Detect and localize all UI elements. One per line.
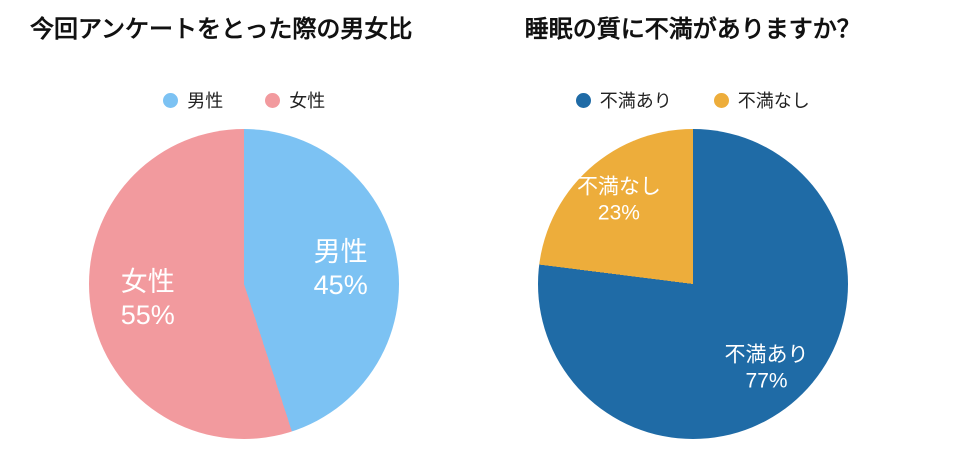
legend: 不満あり 不満なし <box>469 87 918 113</box>
slice-label-value: 23% <box>597 201 640 225</box>
pie-chart-gender-ratio: 今回アンケートをとった際の男女比 男性 女性 男性 45% 女性 55% <box>0 0 469 469</box>
slice-label-name: 不満なし <box>576 175 661 199</box>
legend-label: 不満あり <box>599 91 672 112</box>
slice-label: 不満あり 77% <box>725 342 809 393</box>
pie-wrap: 不満あり 77% 不満なし 23% <box>537 129 848 440</box>
chart-title: 睡眠の質に不満がありますか？ <box>524 16 861 43</box>
legend: 男性 女性 <box>20 87 469 113</box>
legend-item: 不満あり <box>575 87 672 113</box>
legend-label: 女性 <box>289 91 326 112</box>
legend-swatch-icon <box>713 92 729 108</box>
slice-label-value: 77% <box>745 368 788 392</box>
legend-label: 男性 <box>187 91 224 112</box>
slice-label: 男性 45% <box>314 236 368 302</box>
pie <box>537 129 848 440</box>
pie-chart-sleep-dissatisfaction: 睡眠の質に不満がありますか？ 不満あり 不満なし 不満あり 77% 不満なし 23% <box>469 0 975 469</box>
legend-item: 男性 <box>163 87 223 113</box>
chart-title: 今回アンケートをとった際の男女比 <box>30 16 413 43</box>
legend-swatch-icon <box>575 92 591 108</box>
slice-label: 不満なし 23% <box>577 175 661 226</box>
slice-label-value: 55% <box>120 300 175 331</box>
slice-label-name: 女性 <box>120 267 175 298</box>
legend-swatch-icon <box>163 92 179 108</box>
legend-label: 不満なし <box>737 91 810 112</box>
slice-label-name: 不満あり <box>724 343 809 367</box>
slice-label-name: 男性 <box>313 236 368 267</box>
pie <box>89 129 400 440</box>
pie-wrap: 男性 45% 女性 55% <box>89 129 400 440</box>
legend-swatch-icon <box>265 92 281 108</box>
legend-item: 女性 <box>265 87 325 113</box>
slice-label: 女性 55% <box>121 267 175 333</box>
legend-item: 不満なし <box>713 87 810 113</box>
slice-label-value: 45% <box>313 269 368 300</box>
